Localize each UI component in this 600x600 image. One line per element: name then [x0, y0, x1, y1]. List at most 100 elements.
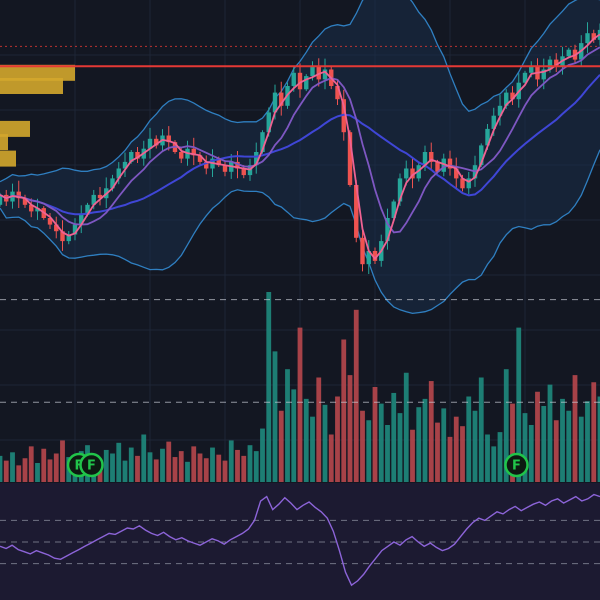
- volume-bar: [460, 426, 465, 482]
- candle-body: [216, 158, 221, 166]
- candle-body: [35, 208, 40, 212]
- volume-bar: [228, 440, 234, 482]
- volume-bar: [210, 447, 215, 482]
- volume-bar: [585, 401, 590, 482]
- signal-badge-icon[interactable]: [504, 452, 529, 478]
- candle-body: [22, 198, 28, 205]
- candle-body: [241, 168, 246, 176]
- moving-average-mid: [0, 46, 600, 234]
- candle-body: [404, 168, 409, 179]
- volume-bar: [372, 387, 378, 482]
- candle-body: [147, 138, 153, 149]
- candle-body: [279, 92, 284, 106]
- volume-bar: [197, 453, 203, 482]
- volume-bar: [253, 451, 259, 482]
- volume-bar: [560, 398, 565, 482]
- candle-body: [97, 194, 103, 199]
- signal-badge-label: F: [512, 459, 521, 474]
- volume-bar: [316, 377, 322, 482]
- volume-bar: [410, 429, 415, 482]
- candle-body: [191, 148, 196, 156]
- volume-bar: [578, 416, 584, 482]
- volume-bar: [203, 458, 209, 482]
- volume-bar: [591, 382, 597, 482]
- volume-bar: [247, 445, 253, 482]
- volume-bar: [385, 425, 390, 482]
- candle-body: [466, 178, 471, 189]
- candle-body: [304, 76, 309, 90]
- volume-bar: [216, 454, 222, 482]
- candle-body: [260, 132, 265, 152]
- candle-body: [310, 66, 315, 77]
- volume-bar: [22, 458, 28, 482]
- volume-bar: [328, 434, 334, 482]
- candle-body: [335, 86, 340, 100]
- volume-profile-bar: [0, 120, 30, 137]
- candle-body: [566, 49, 571, 57]
- candle-body: [522, 72, 528, 83]
- volume-bar: [541, 406, 547, 482]
- candle-body: [322, 69, 328, 80]
- volume-bar: [291, 389, 297, 482]
- candle-body: [54, 224, 59, 232]
- signal-badge-label: F: [75, 459, 84, 474]
- volume-bar: [160, 448, 165, 482]
- volume-bar: [503, 369, 509, 482]
- candle-body: [447, 158, 453, 169]
- volume-bar: [0, 455, 3, 482]
- volume-bar: [510, 403, 515, 482]
- volume-bar: [141, 434, 147, 482]
- volume-bar: [397, 413, 403, 482]
- candle-body: [504, 92, 509, 106]
- volume-bar: [41, 448, 47, 482]
- candle-body: [179, 152, 184, 159]
- volume-bar: [60, 440, 65, 482]
- moving-average-slow: [0, 74, 600, 216]
- signal-badge-label: F: [87, 459, 96, 474]
- volume-bar: [597, 396, 600, 482]
- volume-bar: [491, 446, 497, 482]
- candle-body: [360, 237, 365, 265]
- volume-bar: [322, 404, 328, 482]
- candle-body: [366, 251, 371, 265]
- candle-body: [110, 178, 115, 189]
- candle-body: [235, 161, 240, 169]
- volume-bar: [528, 425, 534, 482]
- volume-bar: [553, 420, 559, 482]
- candle-body: [316, 66, 321, 80]
- volume-bar: [422, 398, 428, 482]
- volume-profile-bar: [0, 78, 63, 94]
- candle-body: [441, 158, 446, 172]
- candle-body: [272, 92, 278, 113]
- candle-body: [547, 59, 553, 70]
- signal-badge-icon[interactable]: [79, 452, 104, 478]
- volume-bar: [478, 377, 484, 482]
- volume-bar: [535, 391, 540, 482]
- candle-body: [91, 194, 96, 205]
- volume-bar: [16, 465, 22, 482]
- candle-body: [135, 152, 140, 159]
- bollinger-lower-band: [0, 149, 600, 315]
- candle-body: [354, 185, 359, 238]
- candle-body: [122, 161, 128, 169]
- candle-body: [485, 128, 490, 146]
- bollinger-band-fill: [0, 0, 600, 314]
- candle-body: [166, 135, 171, 143]
- volume-bar: [516, 327, 522, 482]
- candle-body: [85, 204, 90, 215]
- volume-bar: [153, 459, 159, 482]
- volume-bar: [547, 384, 553, 482]
- volume-bar: [122, 460, 128, 482]
- volume-bar: [428, 381, 434, 482]
- volume-bar: [366, 420, 372, 482]
- volume-bar: [185, 461, 190, 482]
- candle-body: [154, 138, 159, 146]
- candle-body: [397, 178, 403, 202]
- volume-bar: [53, 453, 59, 482]
- candle-body: [385, 218, 390, 242]
- candle-body: [391, 201, 396, 218]
- volume-bar: [110, 453, 115, 482]
- candle-body: [510, 92, 515, 100]
